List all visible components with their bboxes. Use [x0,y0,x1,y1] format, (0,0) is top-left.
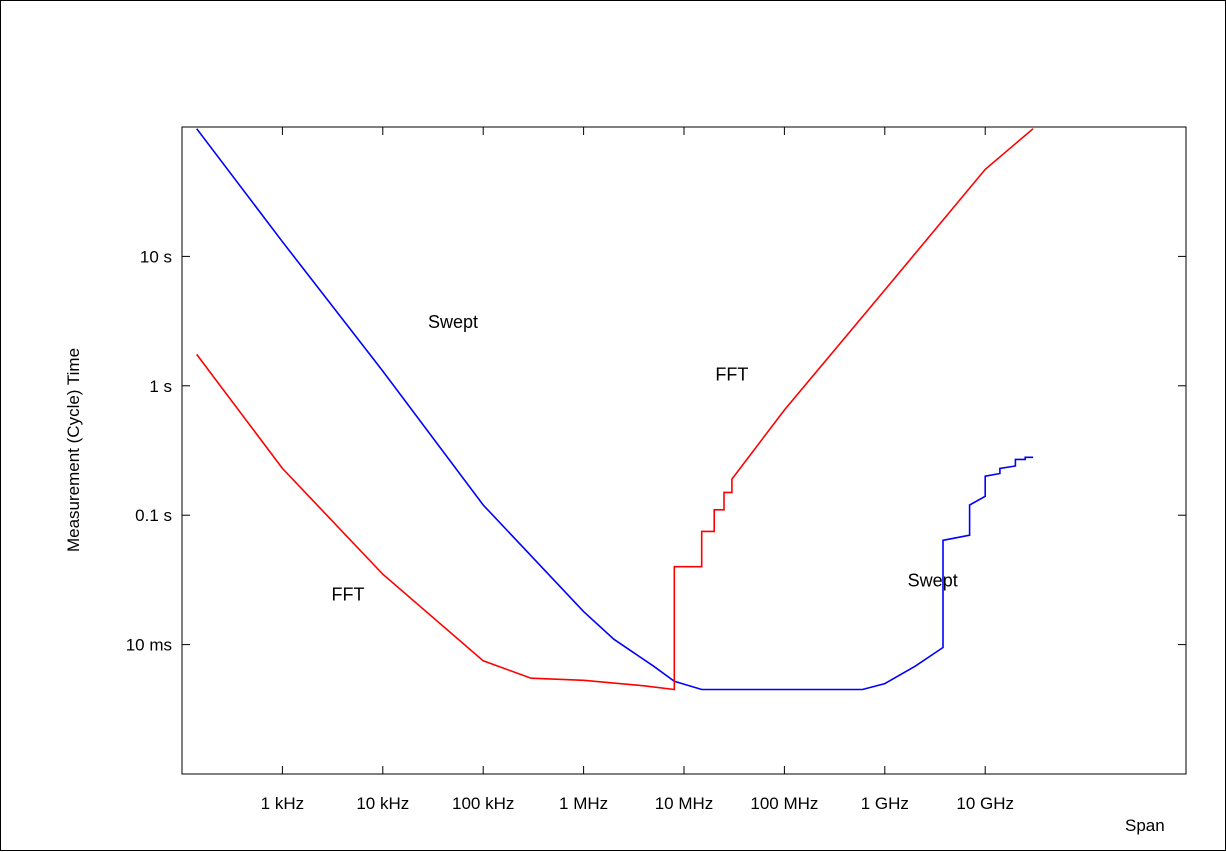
annotation-label: FFT [715,364,748,384]
y-tick-label: 10 ms [126,636,172,655]
fft-line [196,128,1034,691]
y-tick-label: 1 s [149,377,172,396]
x-tick-label: 10 kHz [356,794,409,813]
y-axis: 10 ms 0.1 s 1 s 10 s [126,247,1186,655]
series-group [196,128,1034,691]
x-tick-label: 100 MHz [750,794,818,813]
x-tick-label: 1 MHz [559,794,608,813]
plot-area [181,126,1187,775]
y-axis-label: Measurement (Cycle) Time [64,348,83,552]
x-axis-label: Span [1125,816,1165,835]
y-tick-label: 0.1 s [135,506,172,525]
annotation-label: Swept [428,312,478,332]
annotations: Swept FFT FFT Swept [331,312,957,604]
annotation-label: FFT [331,584,364,604]
x-axis: 1 kHz 10 kHz 100 kHz 1 MHz 10 MHz 100 MHz 1 GH… [261,127,1014,813]
swept-line [196,128,1034,691]
annotation-label: Swept [908,571,958,591]
x-tick-label: 100 kHz [452,794,514,813]
x-tick-label: 1 GHz [861,794,909,813]
x-tick-label: 10 MHz [655,794,714,813]
x-tick-label: 10 GHz [956,794,1014,813]
y-tick-label: 10 s [140,247,172,266]
x-tick-label: 1 kHz [261,794,304,813]
